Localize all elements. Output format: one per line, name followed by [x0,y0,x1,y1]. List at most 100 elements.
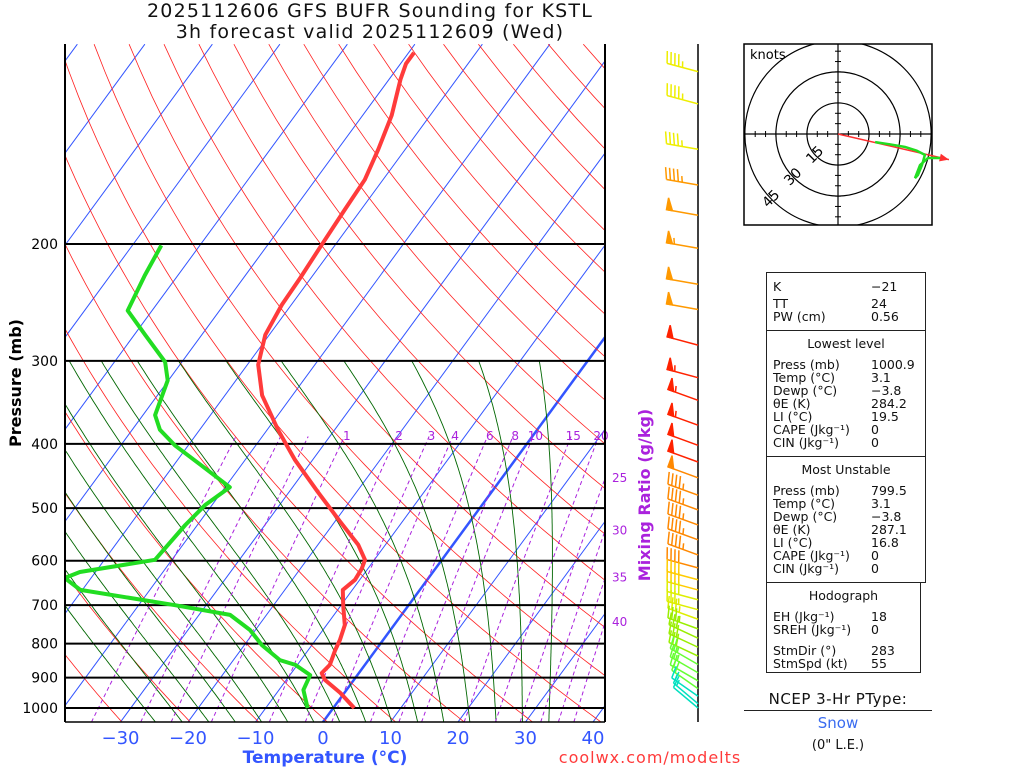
mixing-ratio-axis-title: Mixing Ratio (g/kg) [635,409,654,581]
barb-full [674,474,678,488]
dry-adiabat [93,44,605,677]
stat-value: 3.1 [871,496,891,511]
barb-staff [669,656,699,674]
hodograph-trace [874,140,941,179]
barb-full [671,623,676,636]
mixing-ratio-label: 2 [395,429,403,443]
stat-row: Press (mb) 799.5 [767,484,925,497]
stat-label: SREH (Jkg⁻¹) [773,622,852,637]
wind-barb [666,50,699,73]
stat-row: Temp (°C) 3.1 [767,371,925,384]
barb-full [668,132,672,145]
storm-motion-vector [837,133,950,161]
temperature-tick-label: −20 [169,728,207,749]
stat-label: TT [773,296,789,311]
barb-full [673,646,678,659]
pressure-tick-label: 600 [31,554,58,570]
temperature-profile [256,51,416,710]
stat-row: StmDir (°) 283 [767,644,920,657]
barb-full [674,608,678,621]
wind-barb [664,167,699,186]
stat-label: θE (K) [773,396,811,411]
dewpoint-profile [65,244,313,709]
mixing-ratio-line [494,436,600,722]
isotherm [65,44,483,615]
barb-full [674,534,678,547]
hodograph-units-label: knots [750,48,786,63]
barb-staff [673,682,699,705]
barb-staff [667,617,699,630]
dry-adiabat [163,44,605,581]
wind-barb [665,266,699,286]
barb-staff [669,664,699,682]
barb-pennant [666,325,674,340]
barb-full [671,614,676,627]
barb-full [670,487,674,501]
moist-adiabat [136,360,367,722]
barb-half [682,483,685,490]
barb-full [670,503,674,516]
dry-adiabat [65,243,465,722]
barb-full [672,168,676,181]
barb-pennant [665,266,674,281]
wind-barb [669,644,699,674]
mixing-ratio-label: 6 [486,429,494,443]
barb-pennant [666,377,675,393]
barb-full [674,489,678,502]
barb-full [675,624,680,638]
barb-staff [666,570,699,581]
dry-adiabat [65,410,328,722]
stat-label: LI (°C) [773,535,813,550]
moist-adiabat [225,360,419,722]
stat-box-title: Hodograph [808,588,879,603]
stat-k: K −21 [767,280,925,293]
wind-barb [666,83,699,105]
stat-value: −3.8 [871,383,902,398]
mixing-ratio-label: 15 [566,429,581,443]
barb-half [682,513,685,520]
credit-text: coolwx.com/modelts [559,748,741,767]
mixing-ratio-label: 3 [428,429,436,443]
isotherm [255,244,605,722]
isotherm [65,44,348,431]
wind-barb [667,516,699,541]
barb-full [667,501,670,515]
hodograph-stats-box: Hodograph EH (Jkg⁻¹) 18 SREH (Jkg⁻¹) 0 StmDir… [766,582,921,673]
barb-full [672,675,680,688]
sounding-profiles [65,51,416,710]
moist-adiabat [538,360,553,722]
barb-full [672,671,680,684]
wind-barb [667,486,699,511]
wind-barb [665,197,699,216]
stat-value: 0 [871,422,879,437]
stat-pw: PW (cm) 0.56 [767,310,925,323]
wind-barb [666,422,699,446]
pressure-tick-label: 900 [31,671,58,687]
moist-adiabat [65,403,289,722]
stat-label: LI (°C) [773,409,813,424]
mixing-ratio-label: 20 [593,429,608,443]
barb-full [674,519,678,532]
mixing-ratio-line [540,529,605,722]
temperature-tick-label: 40 [582,728,605,749]
isotherm [390,428,605,722]
barb-half [678,615,681,623]
barb-full [671,658,677,671]
stat-label: StmDir (°) [773,643,837,658]
barb-full [678,535,682,549]
barb-staff [673,686,699,709]
stat-label: CIN (Jkg⁻¹) [773,435,839,450]
mixing-ratio-label: 30 [612,523,627,537]
barb-full [670,473,674,486]
stat-label: CIN (Jkg⁻¹) [773,561,839,576]
barb-staff [669,647,699,666]
barb-pennant [666,402,675,418]
chart-title-line2: 3h forecast valid 2025112609 (Wed) [175,21,565,43]
stat-label: Temp (°C) [773,496,836,511]
stat-value: 799.5 [871,483,907,498]
stat-row: CIN (Jkg⁻¹) 0 [767,436,925,449]
dry-adiabat [338,44,605,358]
barb-full [671,666,677,679]
barb-half [676,646,680,653]
